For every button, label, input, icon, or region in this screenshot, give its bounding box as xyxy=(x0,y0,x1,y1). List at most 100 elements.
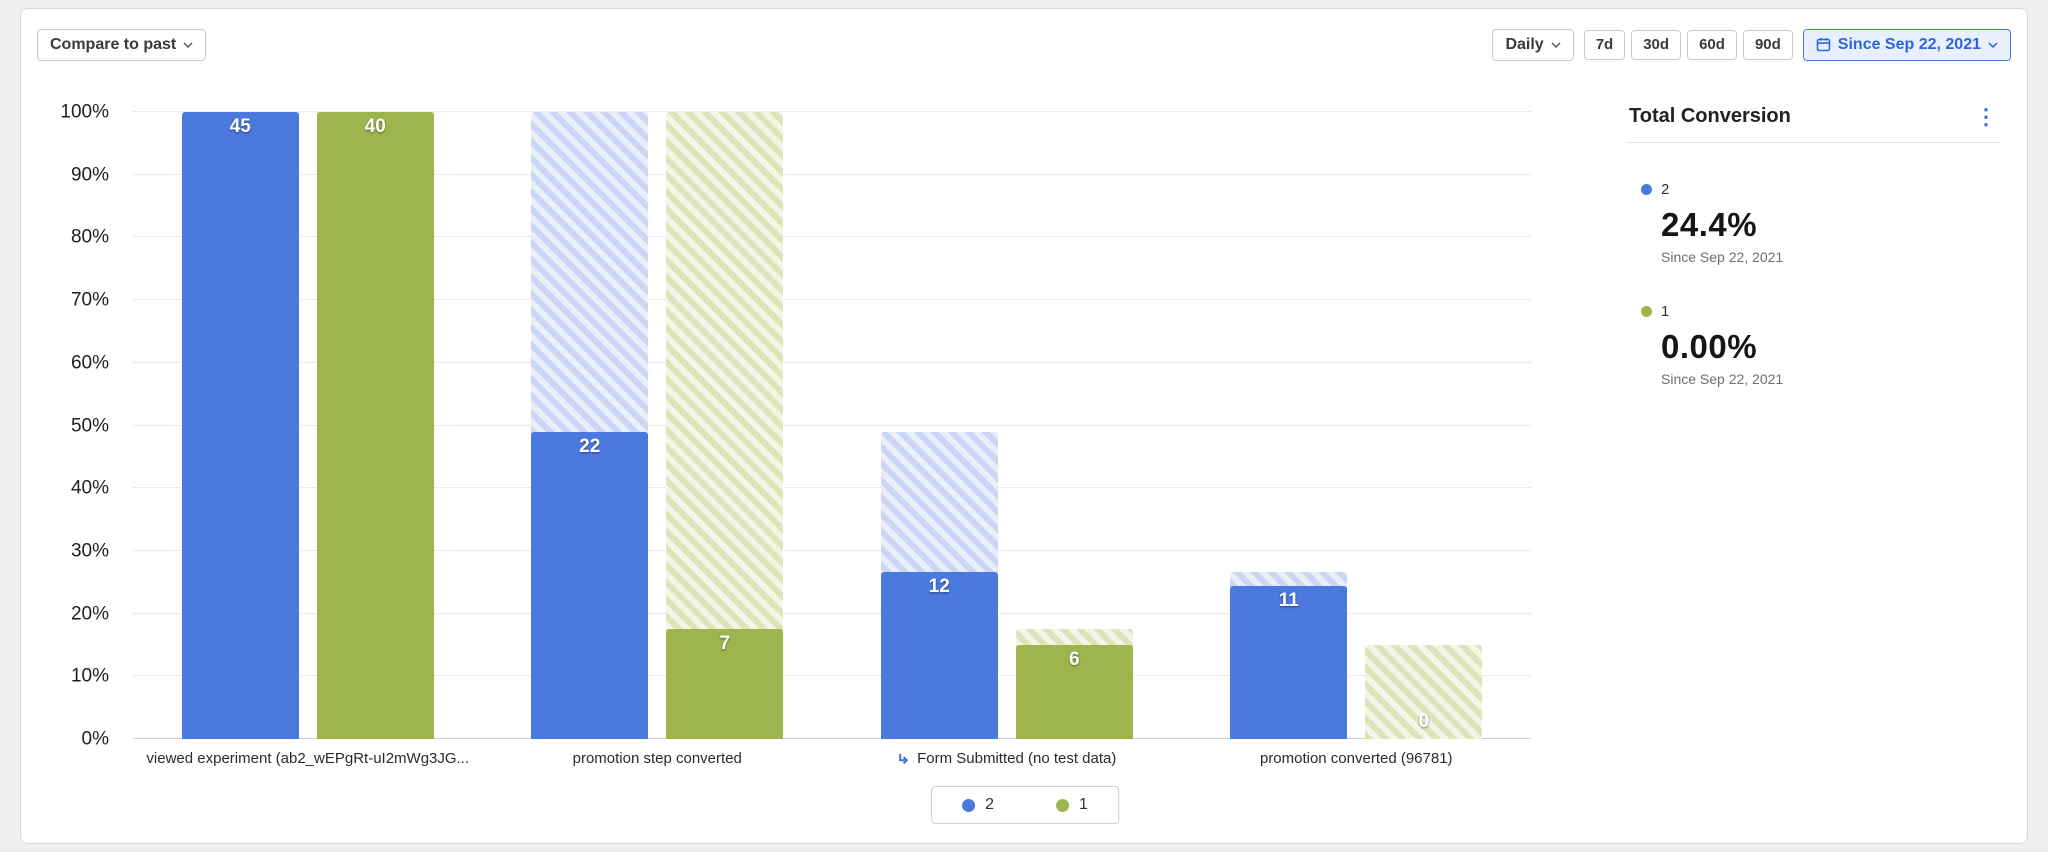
series-dot xyxy=(1641,184,1652,195)
chevron-down-icon xyxy=(183,42,193,48)
bar-solid xyxy=(1015,644,1133,739)
x-axis-label: promotion converted (96781) xyxy=(1182,750,1532,767)
gridline xyxy=(133,612,1531,614)
bar-value-label: 12 xyxy=(928,575,950,597)
legend-label: 1 xyxy=(1079,796,1088,813)
summary-panel-header: Total Conversion ⋮ xyxy=(1627,105,1999,143)
granularity-dropdown[interactable]: Daily xyxy=(1492,29,1574,61)
event-link-icon xyxy=(897,752,911,766)
time-controls: Daily 7d 30d 60d 90d Since Sep 22, 2021 xyxy=(1492,29,2011,61)
calendar-icon xyxy=(1816,38,1831,52)
bar-solid xyxy=(880,571,998,739)
y-axis-label: 80% xyxy=(70,226,109,248)
chevron-down-icon xyxy=(1988,42,1998,48)
gridline xyxy=(133,487,1531,489)
bar-group: 11 0 xyxy=(1182,112,1532,739)
funnel-bar-series-2[interactable]: 12 xyxy=(880,112,998,739)
y-axis-label: 30% xyxy=(70,540,109,562)
bar-value-label: 22 xyxy=(579,436,601,458)
legend-dot xyxy=(1056,798,1069,812)
bar-remainder-hatch xyxy=(1365,644,1483,739)
gridline xyxy=(133,299,1531,301)
y-axis-label: 70% xyxy=(70,289,109,311)
funnel-chart-card: Compare to past Daily 7d 30d 60d 90d Since … xyxy=(20,8,2028,844)
gridline xyxy=(133,738,1531,739)
bar-value-label: 45 xyxy=(229,116,251,137)
bar-group: 45 40 xyxy=(133,112,483,739)
series-dot xyxy=(1641,306,1652,317)
funnel-bar-series-2[interactable]: 11 xyxy=(1230,112,1348,739)
summary-entry-1: 1 0.00% Since Sep 22, 2021 xyxy=(1627,303,1999,387)
bar-group: 22 7 xyxy=(483,112,833,739)
bar-group: 12 6 xyxy=(832,112,1182,739)
y-axis-label: 90% xyxy=(70,164,109,186)
summary-panel-entries: 2 24.4% Since Sep 22, 2021 1 0.00% Since Sep … xyxy=(1627,181,1999,387)
x-axis-label-text: Form Submitted (no test data) xyxy=(917,750,1117,767)
bar-value-label: 0 xyxy=(1418,711,1430,732)
y-axis-label: 50% xyxy=(70,415,109,436)
granularity-label: Daily xyxy=(1505,36,1544,53)
summary-panel: Total Conversion ⋮ 2 24.4% Since Sep 22, 2… xyxy=(1627,105,1999,387)
y-axis: 0% 10% 20% 30% 40% 50% 60% 70% 80% 90% 100% xyxy=(21,103,123,749)
gridline xyxy=(133,111,1531,112)
gridline xyxy=(133,361,1531,363)
x-axis-label: promotion step converted xyxy=(483,750,833,767)
range-buttons: 7d 30d 60d 90d xyxy=(1583,29,1793,61)
funnel-bar-series-1[interactable]: 7 xyxy=(666,112,784,739)
range-button-90d[interactable]: 90d xyxy=(1742,29,1793,61)
y-axis-label: 100% xyxy=(60,101,109,123)
bar-value-label: 11 xyxy=(1278,590,1299,612)
funnel-bar-series-1[interactable]: 40 xyxy=(316,112,434,739)
funnel-bar-series-1[interactable]: 0 xyxy=(1365,112,1483,739)
gridline xyxy=(133,236,1531,238)
date-range-label: Since Sep 22, 2021 xyxy=(1837,36,1981,53)
date-range-button[interactable]: Since Sep 22, 2021 xyxy=(1802,29,2011,61)
kebab-menu-icon[interactable]: ⋮ xyxy=(1975,103,1997,129)
summary-entry-series: 2 xyxy=(1641,181,1999,198)
gridline xyxy=(133,173,1531,175)
bar-value-label: 6 xyxy=(1068,648,1080,670)
conversion-value: 0.00% xyxy=(1661,328,1758,365)
gridline xyxy=(133,424,1531,426)
y-axis-label: 60% xyxy=(70,352,109,374)
compare-to-past-label: Compare to past xyxy=(50,36,177,53)
funnel-bar-series-1[interactable]: 6 xyxy=(1015,112,1133,739)
funnel-bar-series-2[interactable]: 45 xyxy=(181,112,299,739)
bar-solid xyxy=(181,112,299,739)
range-button-7d[interactable]: 7d xyxy=(1583,29,1626,61)
summary-entry-2: 2 24.4% Since Sep 22, 2021 xyxy=(1627,181,1999,265)
bar-solid xyxy=(666,629,784,739)
conversion-caption: Since Sep 22, 2021 xyxy=(1661,371,1784,387)
funnel-bar-series-2[interactable]: 22 xyxy=(531,112,649,739)
chevron-down-icon xyxy=(1551,42,1561,48)
conversion-caption: Since Sep 22, 2021 xyxy=(1661,249,1784,265)
legend-dot xyxy=(962,798,976,812)
legend-item-2[interactable]: 2 xyxy=(962,796,994,814)
x-axis-label-text: promotion converted (96781) xyxy=(1259,750,1453,767)
bar-value-label: 40 xyxy=(364,116,386,137)
y-axis-label: 10% xyxy=(70,665,109,687)
gridline xyxy=(133,675,1531,677)
y-axis-label: 0% xyxy=(81,728,109,750)
bar-solid xyxy=(1230,586,1348,739)
x-axis-label: viewed experiment (ab2_wEPgRt-uI2mWg3JG.… xyxy=(133,750,483,767)
series-name: 2 xyxy=(1661,181,1670,198)
legend-label: 2 xyxy=(985,796,994,813)
bar-solid xyxy=(531,432,649,739)
plot-area: 45 40 22 7 12 6 11 0 xyxy=(133,111,1532,739)
summary-panel-title: Total Conversion xyxy=(1629,105,1791,127)
conversion-value: 24.4% xyxy=(1661,206,1758,243)
legend-item-1[interactable]: 1 xyxy=(1056,796,1088,814)
y-axis-label: 40% xyxy=(70,477,109,499)
gridline xyxy=(133,549,1531,551)
x-axis-label-text: viewed experiment (ab2_wEPgRt-uI2mWg3JG.… xyxy=(146,750,470,767)
x-axis: viewed experiment (ab2_wEPgRt-uI2mWg3JG.… xyxy=(133,750,1531,767)
x-axis-label-text: promotion step converted xyxy=(572,750,742,767)
range-button-60d[interactable]: 60d xyxy=(1687,29,1737,61)
bar-value-label: 7 xyxy=(719,633,731,655)
bar-solid xyxy=(316,112,434,739)
compare-to-past-button[interactable]: Compare to past xyxy=(37,29,207,61)
range-button-30d[interactable]: 30d xyxy=(1631,29,1682,61)
x-axis-label: Form Submitted (no test data) xyxy=(832,750,1182,767)
